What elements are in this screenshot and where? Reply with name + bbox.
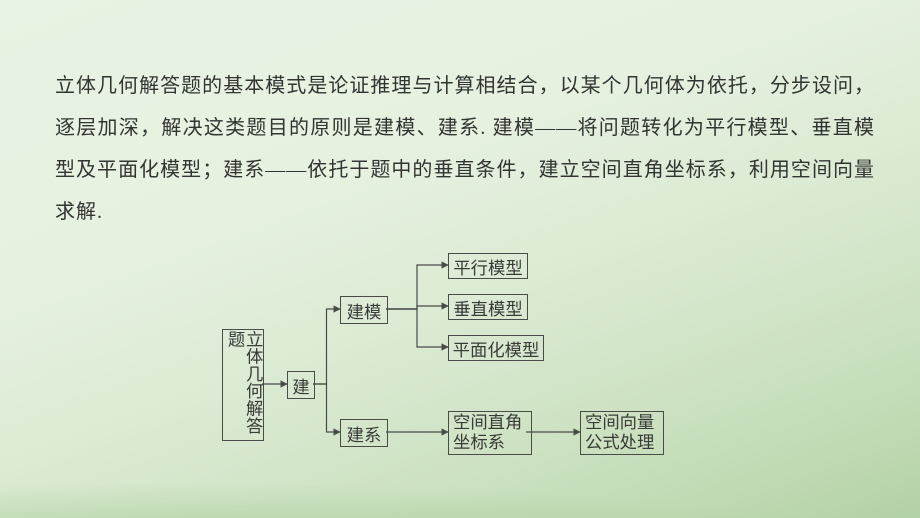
flowchart: 立体几何解答题建 建模建系 平行模型垂直模型平面化模型空间直角坐标系 空间向量公式处理 xyxy=(0,0,920,518)
node-pingmian: 平面化模型 xyxy=(448,335,544,361)
node-jian: 建 xyxy=(287,371,315,399)
node-pingxing: 平行模型 xyxy=(448,253,528,279)
edge-jian-jianxi xyxy=(313,384,340,432)
node-xiangliang: 空间向量公式处理 xyxy=(580,411,664,455)
edge-jian-jianmo xyxy=(313,309,340,384)
edge-jianmo-pingmian xyxy=(386,309,448,347)
node-jianxi: 建系 xyxy=(340,419,388,447)
edge-jianmo-chuizhi xyxy=(386,306,448,309)
node-root: 立体几何解答题 xyxy=(222,329,264,441)
edge-jianmo-pingxing xyxy=(386,265,448,309)
node-jianmo: 建模 xyxy=(340,296,388,324)
node-zuobiao: 空间直角坐标系 xyxy=(448,411,532,455)
node-chuizhi: 垂直模型 xyxy=(448,294,528,320)
